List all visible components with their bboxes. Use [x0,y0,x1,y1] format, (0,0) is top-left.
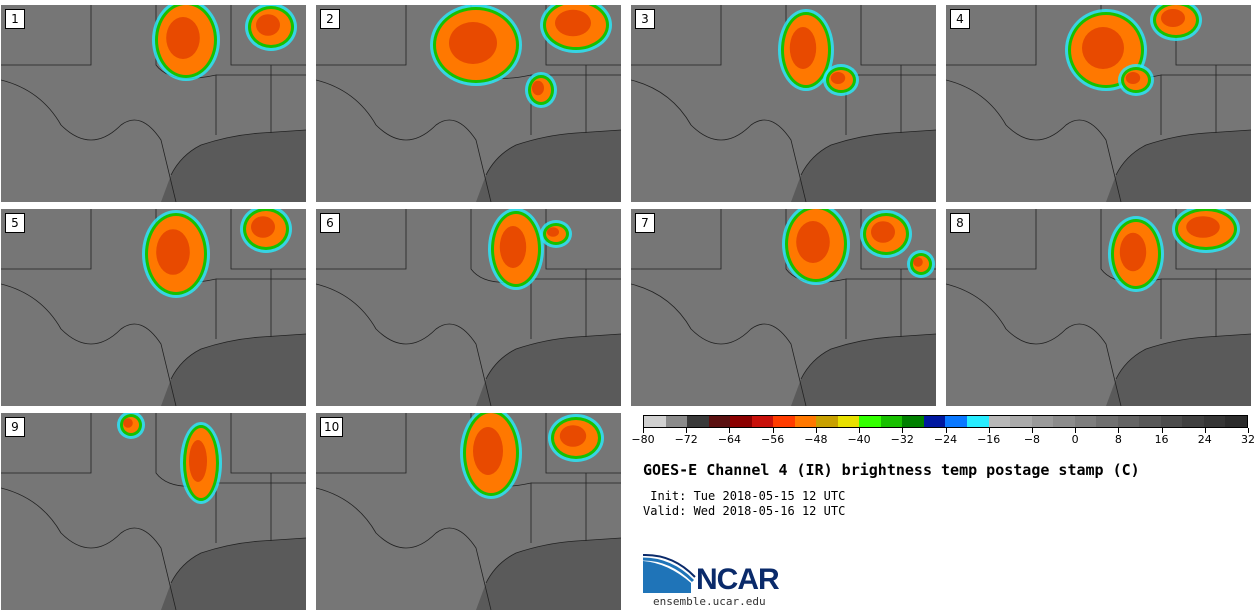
colorbar-swatch [923,416,946,427]
panel-label: 8 [950,213,970,233]
map-image [316,413,621,610]
colorbar-tick-label: −80 [631,433,655,446]
colorbar-swatch [1182,416,1204,427]
site-url: ensemble.ucar.edu [653,595,766,608]
colorbar-tick [686,428,688,433]
colorbar-tick [859,428,861,433]
colorbar-swatch [1074,416,1097,427]
map-panel: 2 [316,5,621,202]
colorbar-tick [1248,428,1249,433]
map-panel: 1 [1,5,306,202]
colorbar-swatch [708,416,731,427]
colorbar-swatch [880,416,903,427]
colorbar-swatch [687,416,709,427]
colorbar-tick [772,428,774,433]
colorbar-swatch [1053,416,1075,427]
colorbar-tick [729,428,731,433]
map-panel: 4 [946,5,1251,202]
colorbar-tick-label: −56 [761,433,785,446]
colorbar-swatch [859,416,881,427]
panel-label: 1 [5,9,25,29]
colorbar-tick-label: 24 [1197,433,1212,446]
colorbar-swatch [1203,416,1226,427]
colorbar-tick-label: −72 [674,433,698,446]
map-panel: 6 [316,209,621,406]
panel-label: 4 [950,9,970,29]
colorbar-swatch [1096,416,1118,427]
colorbar-tick-label: −40 [847,433,871,446]
map-panel: 7 [631,209,936,406]
colorbar-tick [1118,428,1120,433]
colorbar-swatch [1225,416,1247,427]
panel-label: 6 [320,213,340,233]
colorbar-swatch [837,416,860,427]
ncar-logo-icon [643,553,696,593]
colorbar-swatch [816,416,838,427]
colorbar-tick [945,428,947,433]
colorbar-swatch [730,416,752,427]
map-image [946,209,1251,406]
colorbar-swatch [1139,416,1161,427]
map-image [946,5,1251,202]
init-time: Init: Tue 2018-05-15 12 UTC [643,489,846,503]
ncar-logo-text: NCAR [696,563,780,596]
colorbar-swatch [1160,416,1183,427]
colorbar-tick [643,428,644,433]
colorbar-swatch [794,416,817,427]
colorbar-tick-label: −32 [890,433,914,446]
map-image [631,5,936,202]
map-panel: 9 [1,413,306,610]
colorbar-swatch [988,416,1011,427]
map-image [1,5,306,202]
colorbar-ticks: −80 −72 −64 −56 −48 −40 −32 −24 −16 −8 0 8 16 24 32 [631,428,1255,448]
panel-label: 10 [320,417,344,437]
map-image [1,413,306,610]
colorbar-tick [988,428,990,433]
colorbar-tick-label: 0 [1071,433,1079,446]
colorbar-tick [1031,428,1033,433]
map-image [316,209,621,406]
colorbar-tick [902,428,904,433]
map-panel: 10 [316,413,621,610]
panel-label: 2 [320,9,340,29]
colorbar-swatch [945,416,967,427]
map-image [631,209,936,406]
colorbar-tick [1204,428,1206,433]
colorbar-swatch [665,416,688,427]
colorbar-tick [1161,428,1163,433]
map-image [316,5,621,202]
map-image [1,209,306,406]
panel-label: 9 [5,417,25,437]
colorbar-swatch [644,416,666,427]
colorbar-tick-label: 8 [1114,433,1122,446]
panel-label: 5 [5,213,25,233]
panel-label: 3 [635,9,655,29]
colorbar-tick-label: 32 [1241,433,1255,446]
colorbar-swatch [773,416,795,427]
colorbar-swatch [902,416,924,427]
colorbar-tick [815,428,817,433]
colorbar-swatch [966,416,989,427]
chart-title: GOES-E Channel 4 (IR) brightness temp po… [643,461,1140,479]
colorbar-swatch [751,416,774,427]
map-panel: 3 [631,5,936,202]
colorbar-swatch [1117,416,1140,427]
colorbar-tick-label: 16 [1154,433,1169,446]
colorbar-tick-label: −16 [977,433,1001,446]
colorbar-tick-label: −48 [804,433,828,446]
colorbar-tick-label: −64 [717,433,742,446]
valid-time: Valid: Wed 2018-05-16 12 UTC [643,504,846,518]
colorbar [643,415,1248,428]
map-panel: 5 [1,209,306,406]
colorbar-swatch [1010,416,1032,427]
colorbar-tick-label: −24 [933,433,958,446]
colorbar-tick [1075,428,1077,433]
map-panel: 8 [946,209,1251,406]
colorbar-swatch [1031,416,1054,427]
panel-label: 7 [635,213,655,233]
colorbar-tick-label: −8 [1023,433,1041,446]
